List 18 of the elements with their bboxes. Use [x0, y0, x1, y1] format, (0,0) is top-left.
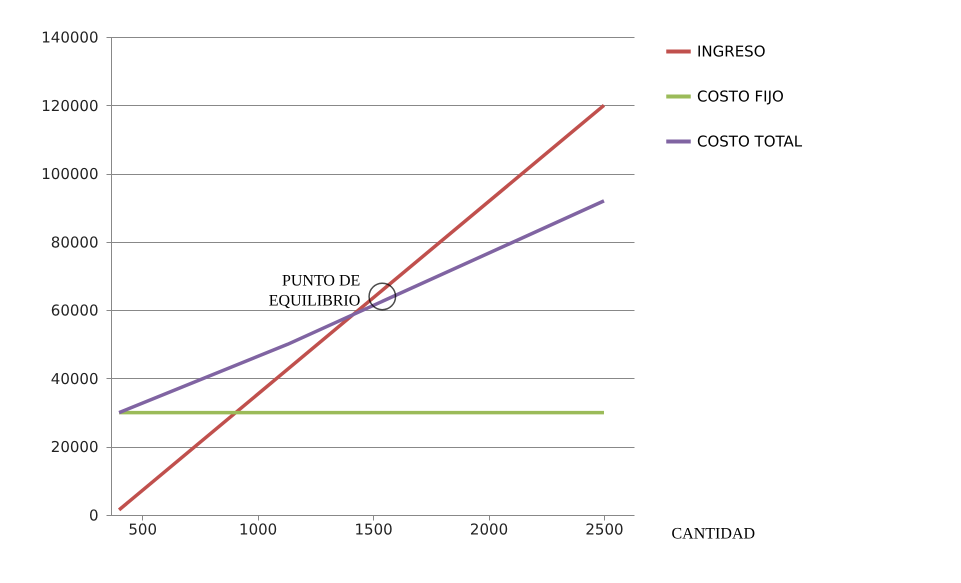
annotation: PUNTO DE EQUILIBRIO — [268, 272, 360, 310]
y-tick-label: 80000 — [50, 233, 98, 252]
y-tick-label: 20000 — [50, 438, 98, 456]
x-tick-label: 500 — [128, 520, 157, 538]
x-tick-label: 2000 — [470, 520, 508, 538]
legend-label: COSTO FIJO — [697, 88, 784, 106]
y-tick-label: 140000 — [41, 28, 98, 46]
x-tick-label: 1000 — [239, 520, 278, 538]
legend-label: COSTO TOTAL — [697, 132, 803, 150]
x-tick-label: 1500 — [354, 520, 393, 538]
y-tick-label: 60000 — [50, 302, 98, 320]
x-axis-title: CANTIDAD — [672, 526, 756, 542]
y-tick-label: 120000 — [41, 96, 98, 115]
legend-label: INGRESO — [697, 42, 766, 60]
y-tick-label: 100000 — [41, 165, 98, 184]
x-tick-label: 2500 — [585, 520, 624, 538]
y-tick-label: 40000 — [50, 370, 98, 388]
y-tick-label: 0 — [88, 506, 98, 524]
